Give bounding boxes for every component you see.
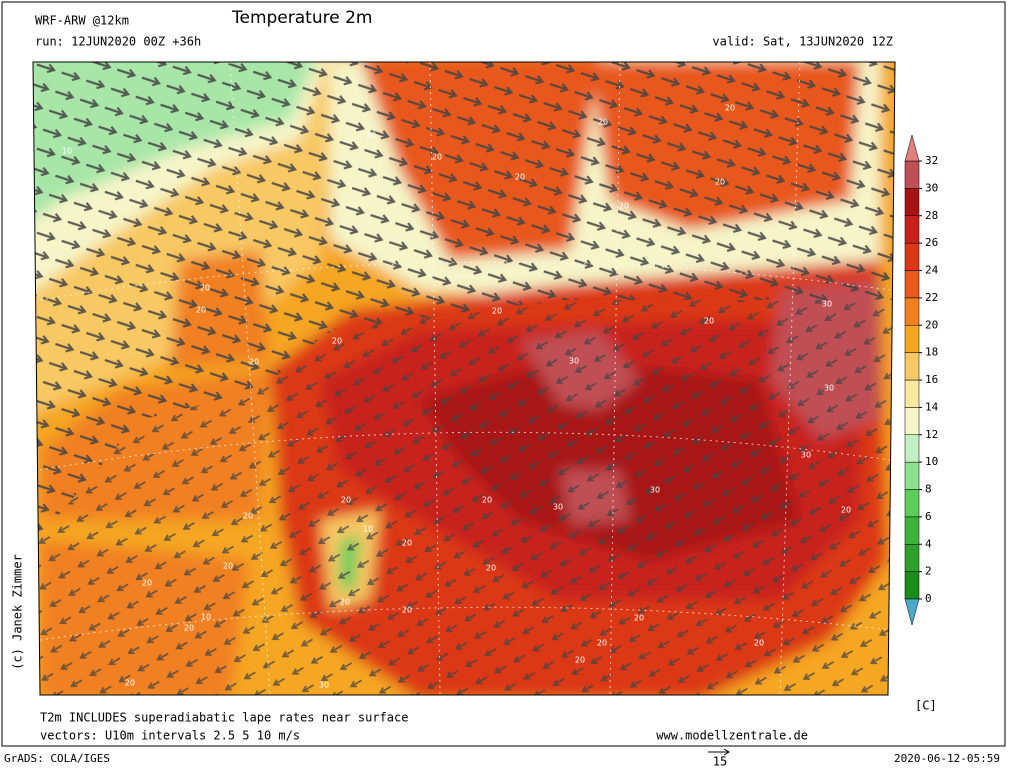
frame <box>1 1 1006 747</box>
timestamp: 2020-06-12-05:59 <box>894 752 1000 765</box>
colorbar-swatch <box>904 407 920 435</box>
contour-label: 20 <box>341 496 351 505</box>
contour-label: 20 <box>515 173 525 182</box>
contour-label: 20 <box>243 512 253 521</box>
contour-label: 20 <box>196 306 206 315</box>
colorbar-swatch <box>904 489 920 518</box>
contour-label: 20 <box>715 178 725 187</box>
colorbar-label: 4 <box>925 537 932 550</box>
map: 20 20 20 20 20 20 20 20 20 20 20 20 30 20 30 30 30 30 30 20… <box>33 62 895 695</box>
colorbar-swatch <box>904 434 920 463</box>
contour-label: 20 <box>598 118 608 127</box>
colorbar-swatch <box>904 270 920 299</box>
colorbar-label: 20 <box>925 318 938 331</box>
contour-label: 10 <box>363 525 373 534</box>
vector-scale: 15 <box>713 755 727 768</box>
valid-info: valid: Sat, 13JUN2020 12Z <box>712 35 893 49</box>
contour-label: 20 <box>340 598 350 607</box>
unit-label: [C] <box>915 699 937 713</box>
colorbar-swatch <box>904 379 920 408</box>
contour-label: 20 <box>366 131 376 140</box>
contour-label: 20 <box>754 639 764 648</box>
vector-scale-arrow <box>708 748 730 756</box>
contour-label: 20 <box>402 539 412 548</box>
colorbar-swatch <box>904 160 920 189</box>
contour-label: 20 <box>575 656 585 665</box>
contour-label: 20 <box>597 639 607 648</box>
map-title: Temperature 2m <box>231 8 372 28</box>
contour-label: 20 <box>432 153 442 162</box>
colorbar-swatch <box>904 544 920 572</box>
colorbar-label: 22 <box>925 291 938 304</box>
run-info: run: 12JUN2020 00Z +36h <box>35 35 201 49</box>
contour-label: 20 <box>200 284 210 293</box>
colorbar-swatch <box>904 297 920 326</box>
colorbar-over <box>904 134 920 162</box>
contour-label: 20 <box>223 562 233 571</box>
colorbar-swatch <box>904 188 920 216</box>
colorbar-label: 24 <box>925 264 939 277</box>
contour-labels: 20 20 20 20 20 20 20 20 20 20 20 20 30 20 30 30 30 30 30 20… <box>62 104 851 690</box>
wind-vectors-north <box>33 62 895 560</box>
colorbar-label: 26 <box>925 236 938 249</box>
colorbar-label: 16 <box>925 373 938 386</box>
colorbar-swatch <box>904 461 920 490</box>
contour-label: 20 <box>492 307 502 316</box>
colorbar-swatch <box>904 352 920 381</box>
colorbar-label: 0 <box>925 592 932 605</box>
contour-label: 30 <box>650 486 660 495</box>
contour-label: 20 <box>704 317 714 326</box>
contour-label: 30 <box>824 384 834 393</box>
colorbar-label: 14 <box>925 400 939 413</box>
colorbar-label: 6 <box>925 510 932 523</box>
contour-label: 20 <box>332 337 342 346</box>
colorbar-label: 30 <box>925 181 938 194</box>
contour-label: 20 <box>486 564 496 573</box>
contour-label: 20 <box>402 606 412 615</box>
contour-label: 20 <box>249 358 259 367</box>
contour-label: 10 <box>201 613 211 622</box>
contour-label: 30 <box>553 503 563 512</box>
colorbar-swatch <box>904 242 920 271</box>
contour-label: 30 <box>319 681 329 690</box>
colorbar-label: 10 <box>925 455 938 468</box>
software: GrADS: COLA/IGES <box>4 752 110 765</box>
graticule <box>39 62 891 695</box>
contour-label: 20 <box>125 679 135 688</box>
colorbar-swatch <box>904 516 920 545</box>
contour-label: 20 <box>184 624 194 633</box>
colorbar-swatch <box>904 325 920 353</box>
colorbar-label: 2 <box>925 565 932 578</box>
colorbar-label: 28 <box>925 209 938 222</box>
map-border <box>32 61 896 696</box>
colorbar-label: 8 <box>925 483 932 496</box>
colorbar-label: 12 <box>925 428 938 441</box>
colorbar-under <box>904 598 920 626</box>
contour-label: 10 <box>62 147 72 156</box>
wind-vectors-south <box>33 300 895 695</box>
footer-note: T2m INCLUDES superadiabatic lape rates n… <box>40 711 408 725</box>
contour-label: 30 <box>801 451 811 460</box>
contour-label: 30 <box>822 300 832 309</box>
model-name: WRF-ARW @12km <box>35 14 129 28</box>
colorbar-swatch <box>904 571 920 600</box>
contour-label: 20 <box>634 614 644 623</box>
contour-label: 20 <box>142 579 152 588</box>
colorbar-swatch <box>904 215 920 244</box>
contour-label: 20 <box>725 104 735 113</box>
colorbar-label: 32 <box>925 154 938 167</box>
contour-label: 20 <box>619 202 629 211</box>
colorbar-label: 18 <box>925 346 938 359</box>
contour-label: 30 <box>569 357 579 366</box>
contour-label: 20 <box>482 496 492 505</box>
footer-vectors: vectors: U10m intervals 2.5 5 10 m/s <box>40 729 300 743</box>
copyright: (c) Janek Zimmer <box>11 554 25 670</box>
contour-label: 20 <box>841 506 851 515</box>
website: www.modellzentrale.de <box>656 729 808 743</box>
